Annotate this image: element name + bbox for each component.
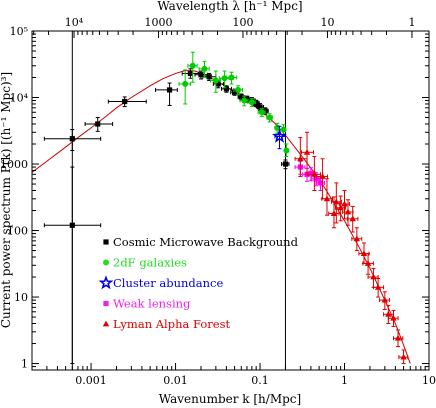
data-point xyxy=(231,89,238,95)
legend-label: Weak lensing xyxy=(113,297,191,311)
y-tick-label: 1000 xyxy=(0,158,28,171)
y-tick-label: 10 xyxy=(14,291,28,304)
legend-label: Lyman Alpha Forest xyxy=(113,317,230,331)
data-point xyxy=(244,96,250,102)
data-point xyxy=(330,210,338,216)
legend-marker xyxy=(103,259,109,266)
data-point xyxy=(266,114,273,121)
x-axis-title: Wavenumber k [h/Mpc] xyxy=(159,392,301,406)
data-point xyxy=(241,97,248,104)
top-tick-label: 10 xyxy=(320,16,334,29)
data-point xyxy=(248,99,255,106)
x-tick-label: 0.001 xyxy=(75,374,107,387)
legend-item: Cluster abundance xyxy=(98,275,223,290)
data-point xyxy=(223,86,230,92)
legend-marker xyxy=(103,300,109,307)
data-point xyxy=(228,74,235,81)
data-point xyxy=(282,161,289,167)
data-point xyxy=(215,81,221,87)
data-point xyxy=(187,70,194,77)
data-point xyxy=(400,353,407,360)
plot-frame xyxy=(31,30,430,371)
data-point xyxy=(317,180,324,186)
data-point xyxy=(280,126,287,133)
data-point xyxy=(69,222,75,228)
legend-marker xyxy=(98,275,114,290)
data-point xyxy=(333,198,340,205)
y-axis-title: Current power spectrum P(k) [(h⁻¹ Mpc)³] xyxy=(0,72,13,328)
data-point xyxy=(344,208,352,215)
data-point xyxy=(374,283,382,290)
data-point xyxy=(95,121,101,127)
data-point xyxy=(311,170,318,177)
data-point xyxy=(189,62,196,69)
top-tick-label: 10⁴ xyxy=(65,16,84,29)
data-point xyxy=(349,215,356,222)
data-point xyxy=(385,310,392,317)
top-axis-title: Wavelength λ [h⁻¹ Mpc] xyxy=(157,0,302,13)
data-point xyxy=(341,200,348,207)
data-point xyxy=(206,74,212,80)
legend-label: Cluster abundance xyxy=(113,276,223,290)
legend-item: 2dF galaxies xyxy=(103,256,187,270)
y-tick-label: 10⁵ xyxy=(10,25,28,38)
y-tick-label: 1 xyxy=(21,358,28,371)
legend-label: 2dF galaxies xyxy=(113,256,187,270)
data-point xyxy=(257,104,263,110)
series-cluster-abundance xyxy=(272,125,287,150)
legend-marker xyxy=(103,239,109,245)
legend-marker xyxy=(102,320,110,327)
series-2df-galaxies xyxy=(178,51,290,157)
data-point xyxy=(337,204,344,211)
x-tick-label: 0.01 xyxy=(163,374,188,387)
data-point xyxy=(235,86,242,93)
data-point xyxy=(381,296,389,303)
x-tick-label: 10 xyxy=(422,374,436,387)
data-point xyxy=(283,147,290,154)
data-point xyxy=(319,173,326,179)
legend-item: Weak lensing xyxy=(103,297,191,311)
data-point xyxy=(198,72,204,78)
series-lyman-alpha-forest xyxy=(294,131,409,365)
y-tick-label: 10⁴ xyxy=(10,92,29,105)
legend: Cosmic Microwave Background 2dF galaxies C… xyxy=(98,235,299,331)
x-tick-label: 0.1 xyxy=(251,374,269,387)
data-point xyxy=(201,65,208,72)
data-point xyxy=(370,273,377,280)
data-point xyxy=(238,94,244,100)
series-cosmic-microwave-background xyxy=(43,68,290,365)
data-point xyxy=(308,170,314,177)
top-tick-label: 1000 xyxy=(144,16,172,29)
legend-item: Cosmic Microwave Background xyxy=(103,235,299,249)
data-point xyxy=(360,250,368,256)
data-point xyxy=(166,87,173,93)
data-point xyxy=(313,176,319,182)
top-tick-label: 100 xyxy=(232,16,253,29)
top-tick-label: 1 xyxy=(408,16,415,29)
data-point xyxy=(297,155,304,162)
data-point xyxy=(122,98,128,105)
data-point xyxy=(272,128,287,143)
data-point xyxy=(253,100,259,106)
data-point xyxy=(390,314,397,321)
data-point xyxy=(353,235,361,242)
data-point xyxy=(212,77,219,84)
data-point xyxy=(364,260,372,266)
y-tick-label: 100 xyxy=(7,225,28,238)
legend-label: Cosmic Microwave Background xyxy=(113,235,299,249)
legend-item: Lyman Alpha Forest xyxy=(102,317,230,331)
data-point xyxy=(303,148,311,155)
data-point xyxy=(69,136,75,142)
data-point xyxy=(182,80,189,87)
data-point xyxy=(323,195,331,202)
data-point xyxy=(258,109,265,116)
x-tick-label: 1 xyxy=(341,374,348,387)
data-point xyxy=(394,334,402,341)
